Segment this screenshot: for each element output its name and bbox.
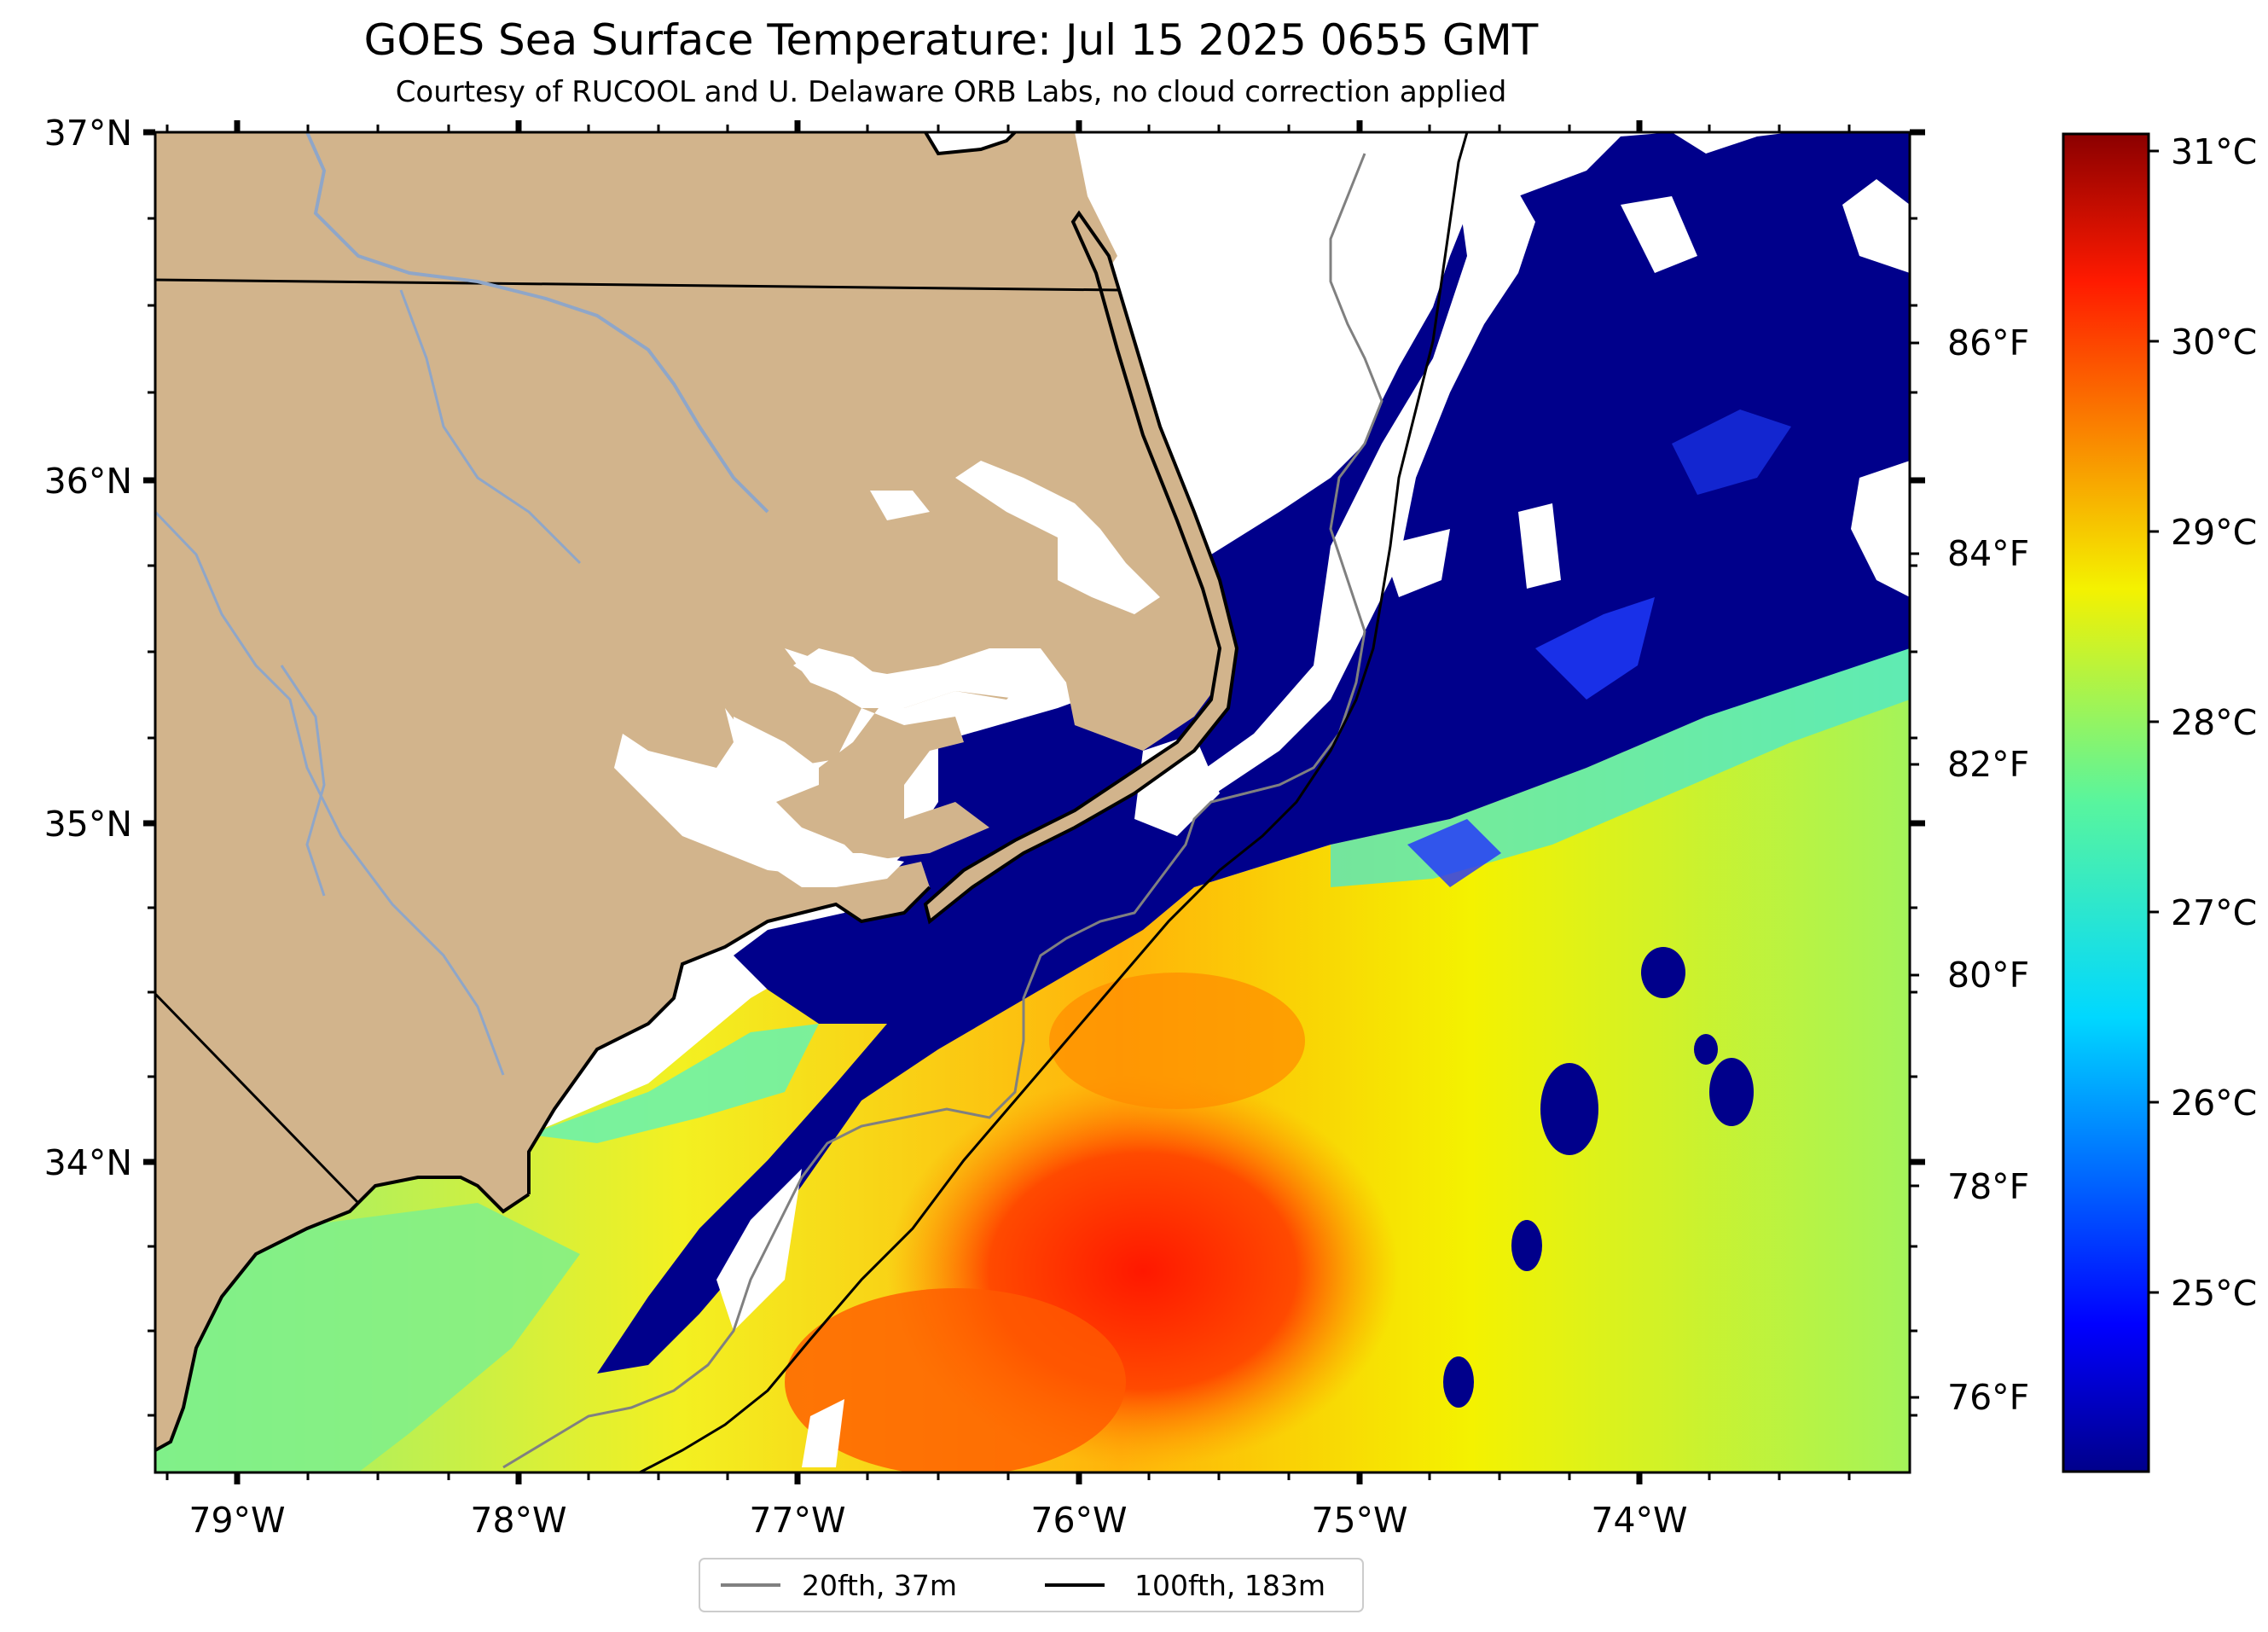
fahrenheit-label: 82°F bbox=[1947, 744, 2029, 785]
lon-label: 75°W bbox=[1311, 1500, 1407, 1541]
lon-label: 79°W bbox=[189, 1500, 285, 1541]
isobath-20fth bbox=[502, 153, 1383, 1469]
cloud-patch bbox=[1177, 132, 1535, 819]
isobath-100fth bbox=[639, 132, 1469, 1472]
colorbar-ticks bbox=[2149, 149, 2159, 1294]
map-area bbox=[155, 132, 1910, 1472]
legend: 20fth, 37m 100fth, 183m bbox=[699, 1558, 1364, 1612]
fahrenheit-label: 84°F bbox=[1947, 533, 2029, 574]
colorbar-label: 26°C bbox=[2171, 1083, 2257, 1124]
colorbar bbox=[2062, 132, 2150, 1473]
lat-label: 37°N bbox=[44, 113, 132, 154]
colorbar-label: 31°C bbox=[2171, 131, 2257, 172]
lon-ticks bbox=[234, 120, 1643, 1484]
lat-ticks bbox=[143, 129, 1925, 1165]
lon-label: 78°W bbox=[470, 1500, 566, 1541]
lat-label: 36°N bbox=[44, 461, 132, 502]
map-subtitle: Courtesy of RUCOOL and U. Delaware ORB L… bbox=[395, 75, 1507, 109]
fahrenheit-label: 76°F bbox=[1947, 1377, 2029, 1418]
legend-label-100fth: 100fth, 183m bbox=[1134, 1569, 1325, 1602]
colorbar-label: 27°C bbox=[2171, 892, 2257, 933]
legend-label-20fth: 20fth, 37m bbox=[802, 1569, 957, 1602]
lon-label: 74°W bbox=[1591, 1500, 1687, 1541]
river bbox=[305, 132, 769, 514]
colorbar-label: 25°C bbox=[2171, 1273, 2257, 1314]
state-border-nc-va bbox=[155, 278, 1120, 292]
state-border-nc-sc bbox=[155, 992, 360, 1205]
fahrenheit-label: 78°F bbox=[1947, 1166, 2029, 1207]
map-title: GOES Sea Surface Temperature: Jul 15 202… bbox=[363, 15, 1539, 65]
lat-label: 35°N bbox=[44, 804, 132, 845]
map-frame bbox=[154, 131, 1911, 1474]
fahrenheit-label: 86°F bbox=[1947, 322, 2029, 363]
colorbar-label: 30°C bbox=[2171, 322, 2257, 363]
fahrenheit-label: 80°F bbox=[1947, 955, 2029, 996]
colorbar-label: 28°C bbox=[2171, 702, 2257, 743]
lon-label: 76°W bbox=[1030, 1500, 1127, 1541]
colorbar-label: 29°C bbox=[2171, 512, 2257, 553]
land-mass bbox=[155, 132, 1228, 1450]
lat-label: 34°N bbox=[44, 1142, 132, 1183]
lon-label: 77°W bbox=[749, 1500, 845, 1541]
